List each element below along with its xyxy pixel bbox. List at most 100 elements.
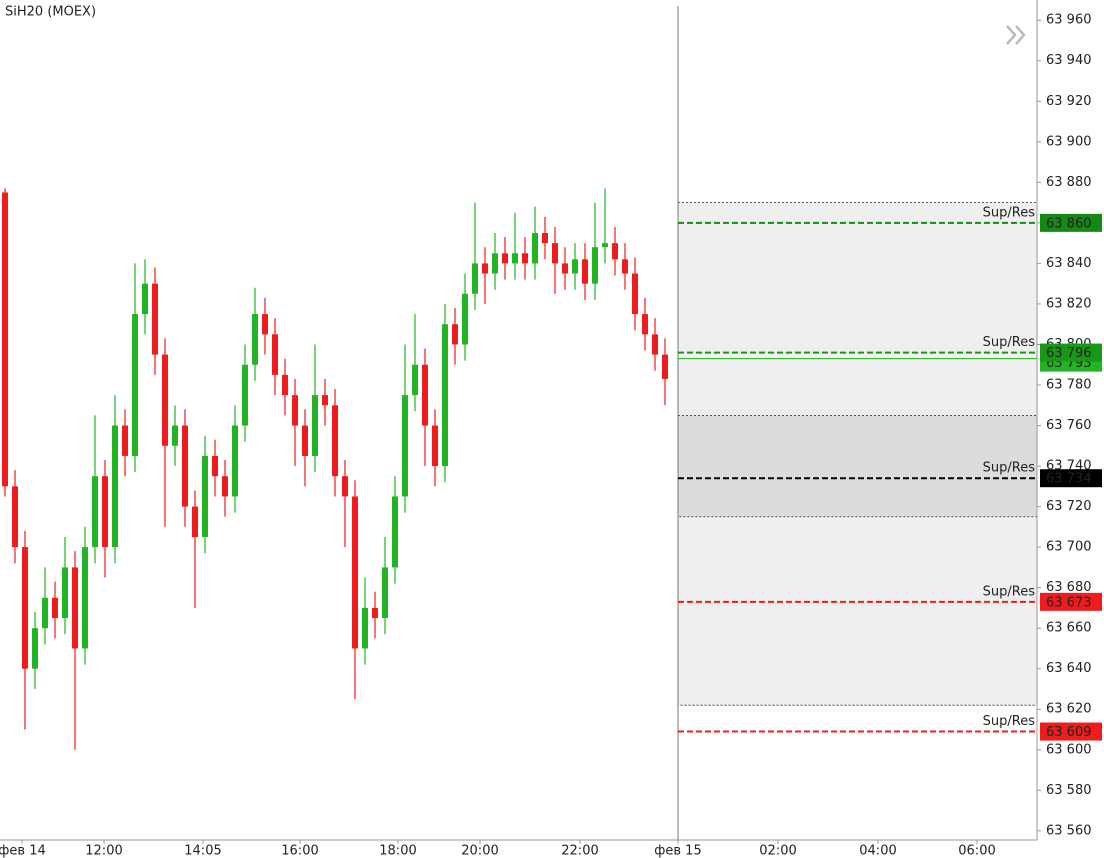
chart-title: SiH20 (MOEX) <box>5 5 96 20</box>
x-tick-label: 06:00 <box>958 844 995 858</box>
candle-body <box>412 364 418 396</box>
level-label: 63 673 <box>1046 595 1092 610</box>
candle-body <box>122 425 128 456</box>
level-text: Sup/Res <box>983 714 1036 729</box>
level-tag <box>1040 343 1102 362</box>
candle-body <box>62 567 68 619</box>
y-tick-label: 63 720 <box>1046 499 1092 514</box>
candle-body <box>272 334 278 375</box>
level-label: 63 860 <box>1046 216 1092 231</box>
level-text: Sup/Res <box>983 205 1036 220</box>
candle-body <box>552 243 558 264</box>
candle-body <box>652 334 658 355</box>
x-tick-label: фев 14 <box>0 844 46 858</box>
y-tick-label: 63 840 <box>1046 256 1092 271</box>
y-tick-label: 63 640 <box>1046 661 1092 676</box>
candle-body <box>222 476 228 497</box>
candle-body <box>72 567 78 649</box>
candle-body <box>432 425 438 467</box>
x-tick-label: 16:00 <box>281 844 318 858</box>
level-tag <box>1040 469 1102 488</box>
level-label: 63 734 <box>1046 472 1092 487</box>
candle-body <box>582 259 588 284</box>
candle-body <box>532 233 538 264</box>
candle-body <box>622 259 628 274</box>
candle-body <box>522 253 528 264</box>
x-tick-label: 20:00 <box>461 844 498 858</box>
candle-body <box>602 243 608 248</box>
candle-body <box>502 253 508 264</box>
y-tick-label: 63 820 <box>1046 296 1092 311</box>
candle-body <box>112 425 118 548</box>
candle-body <box>92 476 98 548</box>
candle-body <box>152 283 158 355</box>
candle-body <box>572 259 578 274</box>
candle-body <box>442 324 448 467</box>
candle-body <box>492 253 498 274</box>
candle-body <box>22 547 28 669</box>
candle-body <box>562 263 568 274</box>
candle-body <box>452 324 458 345</box>
candle-body <box>312 395 318 456</box>
level-tag <box>1040 213 1102 232</box>
candle-body <box>362 607 368 649</box>
candle-body <box>292 395 298 426</box>
y-tick-label: 63 680 <box>1046 580 1092 595</box>
candle-body <box>252 314 258 365</box>
x-tick-label: 02:00 <box>759 844 796 858</box>
candle-body <box>612 243 618 260</box>
candle-body <box>592 247 598 284</box>
candle-body <box>642 314 648 335</box>
x-tick-label: 12:00 <box>85 844 122 858</box>
candle-body <box>662 354 668 379</box>
y-tick-label: 63 660 <box>1046 621 1092 636</box>
level-tag <box>1040 592 1102 611</box>
y-tick-label: 63 600 <box>1046 742 1092 757</box>
candle-body <box>372 607 378 619</box>
candle-body <box>192 506 198 537</box>
candle-body <box>242 364 248 426</box>
y-tick-label: 63 940 <box>1046 53 1092 68</box>
candle-body <box>142 283 148 315</box>
x-tick-label: фев 15 <box>654 844 701 858</box>
y-tick-label: 63 620 <box>1046 702 1092 717</box>
candle-body <box>632 273 638 315</box>
candle-body <box>102 476 108 548</box>
y-tick-label: 63 560 <box>1046 823 1092 838</box>
candle-body <box>472 263 478 294</box>
y-tick-label: 63 900 <box>1046 134 1092 149</box>
candle-body <box>182 425 188 507</box>
candle-body <box>462 293 468 345</box>
level-tag <box>1040 722 1102 741</box>
candle-body <box>212 455 218 477</box>
x-tick-label: 22:00 <box>561 844 598 858</box>
candle-body <box>262 314 268 335</box>
level-label: 63 796 <box>1046 346 1092 361</box>
x-tick-label: 18:00 <box>379 844 416 858</box>
candle-body <box>392 496 398 568</box>
y-tick-label: 63 700 <box>1046 540 1092 555</box>
zone <box>677 414 1038 518</box>
candle-body <box>322 395 328 406</box>
expand-icon[interactable] <box>1006 25 1026 45</box>
candle-body <box>352 496 358 649</box>
level-label: 63 609 <box>1046 725 1092 740</box>
y-tick-label: 63 760 <box>1046 418 1092 433</box>
candle-body <box>332 405 338 477</box>
candle-body <box>382 567 388 619</box>
x-tick-label: 14:05 <box>184 844 221 858</box>
x-tick-label: 04:00 <box>859 844 896 858</box>
candle-body <box>482 263 488 274</box>
y-tick-label: 63 960 <box>1046 13 1092 28</box>
y-tick-label: 63 920 <box>1046 94 1092 109</box>
y-tick-label: 63 780 <box>1046 377 1092 392</box>
candle-body <box>232 425 238 497</box>
level-text: Sup/Res <box>983 335 1036 350</box>
candle-body <box>202 455 208 537</box>
candle-body <box>302 425 308 456</box>
candle-body <box>402 395 408 497</box>
candle-body <box>82 547 88 649</box>
y-tick-label: 63 580 <box>1046 783 1092 798</box>
candle-body <box>42 597 48 629</box>
candle-body <box>172 425 178 446</box>
